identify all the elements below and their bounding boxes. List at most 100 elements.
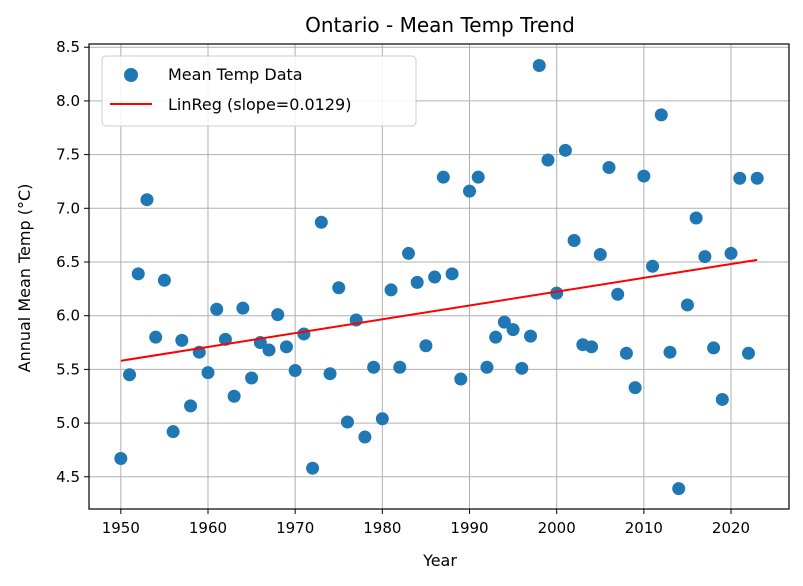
data-point [323,367,337,381]
x-tick-label: 1960 [189,519,227,537]
x-tick-label: 1970 [276,519,314,537]
data-point [637,169,651,183]
y-tick-label: 7.0 [56,199,80,217]
data-point [724,246,738,260]
data-point [619,346,633,360]
data-point [750,171,764,185]
data-point [532,58,546,72]
data-point [140,193,154,207]
legend-label-points: Mean Temp Data [168,65,303,84]
data-point [672,482,686,496]
data-point [340,415,354,429]
chart-title: Ontario - Mean Temp Trend [305,13,575,37]
data-point [236,301,250,315]
data-point [463,184,477,198]
data-point [149,330,163,344]
x-tick-label: 2010 [625,519,663,537]
data-point [445,267,459,281]
data-point [506,323,520,337]
data-point [611,287,625,301]
data-point [741,346,755,360]
data-point [297,327,311,341]
data-point [123,368,137,382]
data-point [428,270,442,284]
data-point [585,340,599,354]
data-point [262,343,276,357]
regression-lines [120,258,758,362]
data-point [454,372,468,386]
data-point [567,234,581,248]
data-point [279,340,293,354]
data-point [384,283,398,297]
data-point [524,329,538,343]
data-point [410,275,424,289]
data-point [175,333,189,347]
data-point [245,371,259,385]
data-point [131,267,145,281]
data-point [227,389,241,403]
data-point [375,412,389,426]
data-point [680,298,694,312]
regression-line [120,258,758,362]
data-point [715,392,729,406]
data-point [210,302,224,316]
y-tick-label: 5.5 [56,360,80,378]
x-tick-label: 2020 [712,519,750,537]
data-point [707,341,721,355]
data-point [541,153,555,167]
data-point [271,308,285,322]
data-point [114,452,128,466]
data-point [646,259,660,273]
y-tick-label: 6.5 [56,253,80,271]
data-point [436,170,450,184]
y-tick-label: 8.5 [56,38,80,56]
data-point [201,366,215,380]
data-point [628,381,642,395]
data-point [367,360,381,374]
legend-label-line: LinReg (slope=0.0129) [168,95,351,114]
data-point [157,273,171,287]
data-point [314,215,328,229]
legend-marker-points [124,68,138,82]
data-point [602,160,616,174]
y-tick-label: 8.0 [56,92,80,110]
data-point [184,399,198,413]
x-axis-label: Year [422,551,457,570]
data-point [698,250,712,264]
scatter-points [114,58,764,496]
data-point [550,286,564,300]
data-point [166,425,180,439]
data-point [497,315,511,329]
data-point [471,170,485,184]
y-tick-label: 7.5 [56,146,80,164]
data-point [401,246,415,260]
data-point [218,332,232,346]
data-point [593,247,607,261]
data-point [663,345,677,359]
x-tick-label: 1950 [102,519,140,537]
x-tick-label: 2000 [538,519,576,537]
data-point [419,339,433,353]
data-point [689,211,703,225]
data-point [358,430,372,444]
y-axis-label: Annual Mean Temp (°C) [15,184,34,373]
y-tick-label: 5.0 [56,414,80,432]
data-point [515,361,529,375]
data-point [480,360,494,374]
data-point [393,360,407,374]
plot-frame [88,43,790,510]
data-point [306,461,320,475]
legend-box [101,55,417,127]
data-point [654,108,668,122]
data-point [733,171,747,185]
x-tick-label: 1980 [363,519,401,537]
data-point [558,143,572,157]
y-tick-label: 4.5 [56,468,80,486]
x-axis-ticks: 1950 1960 1970 1980 1990 2000 2010 2020 [102,509,750,537]
x-tick-label: 1990 [450,519,488,537]
data-point [332,281,346,295]
y-axis-ticks: 4.5 5.0 5.5 6.0 6.5 7.0 7.5 8.0 8.5 [56,38,89,486]
data-point [288,363,302,377]
data-point [489,330,503,344]
